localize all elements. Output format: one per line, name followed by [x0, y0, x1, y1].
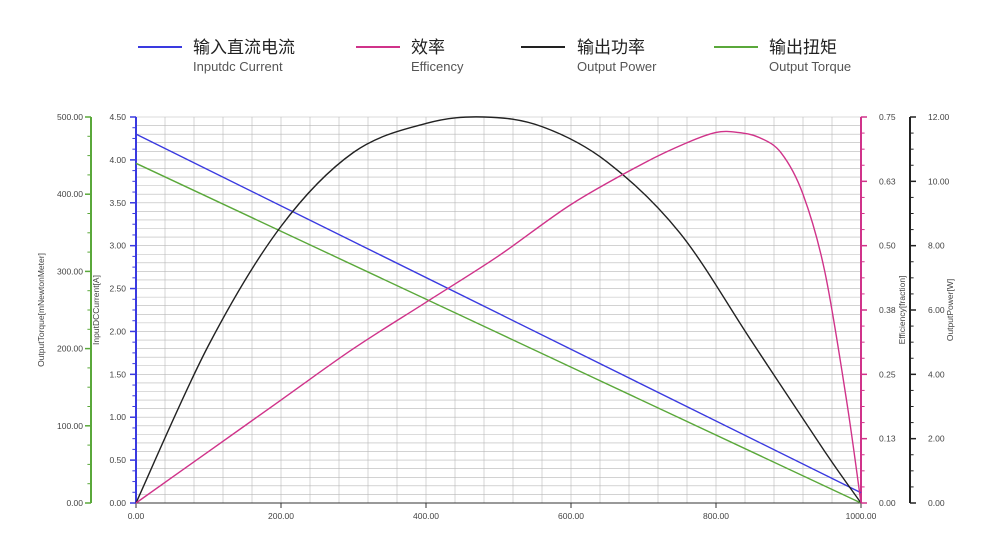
series-line-current	[135, 133, 862, 494]
power-tick-label: 4.00	[928, 369, 945, 379]
current-tick-label: 4.00	[109, 155, 126, 165]
chart-series	[135, 116, 862, 504]
current-tick-label: 1.00	[109, 412, 126, 422]
efficiency-tick-label: 0.75	[879, 112, 896, 122]
x-tick-label: 600.00	[558, 511, 584, 521]
legend-label-en: Output Torque	[769, 59, 851, 74]
efficiency-tick-label: 0.38	[879, 305, 896, 315]
torque-tick-label: 300.00	[57, 266, 83, 276]
series-line-power	[135, 116, 862, 504]
efficiency-tick-label: 0.50	[879, 241, 896, 251]
series-line-efficiency	[135, 130, 862, 504]
legend-label-en: Output Power	[577, 59, 657, 74]
current-tick-label: 2.50	[109, 284, 126, 294]
efficiency-axis-title: Efficiency[fraction]	[897, 276, 907, 345]
power-axis-title: OutputPower[W]	[945, 279, 955, 341]
legend-label-cn: 输出功率	[577, 38, 645, 58]
power-tick-label: 12.00	[928, 112, 950, 122]
legend: 输入直流电流 Inputdc Current 效率 Efficency 输出功率…	[138, 38, 851, 74]
efficiency-tick-label: 0.25	[879, 369, 896, 379]
torque-tick-label: 0.00	[66, 498, 83, 508]
efficiency-tick-label: 0.13	[879, 434, 896, 444]
torque-tick-label: 500.00	[57, 112, 83, 122]
efficiency-tick-label: 0.00	[879, 498, 896, 508]
current-tick-label: 2.00	[109, 326, 126, 336]
legend-item-efficiency: 效率 Efficency	[356, 38, 464, 74]
x-tick-label: 1000.00	[846, 511, 877, 521]
power-tick-label: 2.00	[928, 434, 945, 444]
x-tick-label: 800.00	[703, 511, 729, 521]
legend-label-en: Inputdc Current	[193, 59, 283, 74]
efficiency-tick-label: 0.63	[879, 176, 896, 186]
legend-label-cn: 输出扭矩	[769, 38, 837, 58]
current-tick-label: 3.00	[109, 241, 126, 251]
current-axis-title: InputDCCurrent[A]	[91, 275, 101, 345]
power-tick-label: 6.00	[928, 305, 945, 315]
plot-grid	[135, 116, 862, 504]
x-tick-label: 200.00	[268, 511, 294, 521]
x-tick-label: 0.00	[128, 511, 145, 521]
legend-label-en: Efficency	[411, 59, 464, 74]
current-tick-label: 0.50	[109, 455, 126, 465]
legend-label-cn: 效率	[411, 38, 445, 58]
legend-item-current: 输入直流电流 Inputdc Current	[138, 38, 295, 74]
torque-axis-title: OutputTorque[mNewtonMeter]	[36, 253, 46, 367]
torque-tick-label: 100.00	[57, 421, 83, 431]
power-tick-label: 8.00	[928, 241, 945, 251]
chart-axes: 0.00 200.00 400.00 600.00 800.00 1000.000.001…	[36, 112, 955, 521]
current-tick-label: 0.00	[109, 498, 126, 508]
torque-tick-label: 200.00	[57, 344, 83, 354]
current-tick-label: 3.50	[109, 198, 126, 208]
legend-item-torque: 输出扭矩 Output Torque	[714, 38, 851, 74]
current-tick-label: 1.50	[109, 369, 126, 379]
series-line-torque	[135, 162, 862, 504]
torque-tick-label: 400.00	[57, 189, 83, 199]
legend-item-power: 输出功率 Output Power	[521, 38, 657, 74]
current-tick-label: 4.50	[109, 112, 126, 122]
power-tick-label: 10.00	[928, 176, 950, 186]
x-tick-label: 400.00	[413, 511, 439, 521]
legend-label-cn: 输入直流电流	[193, 38, 295, 58]
power-tick-label: 0.00	[928, 498, 945, 508]
